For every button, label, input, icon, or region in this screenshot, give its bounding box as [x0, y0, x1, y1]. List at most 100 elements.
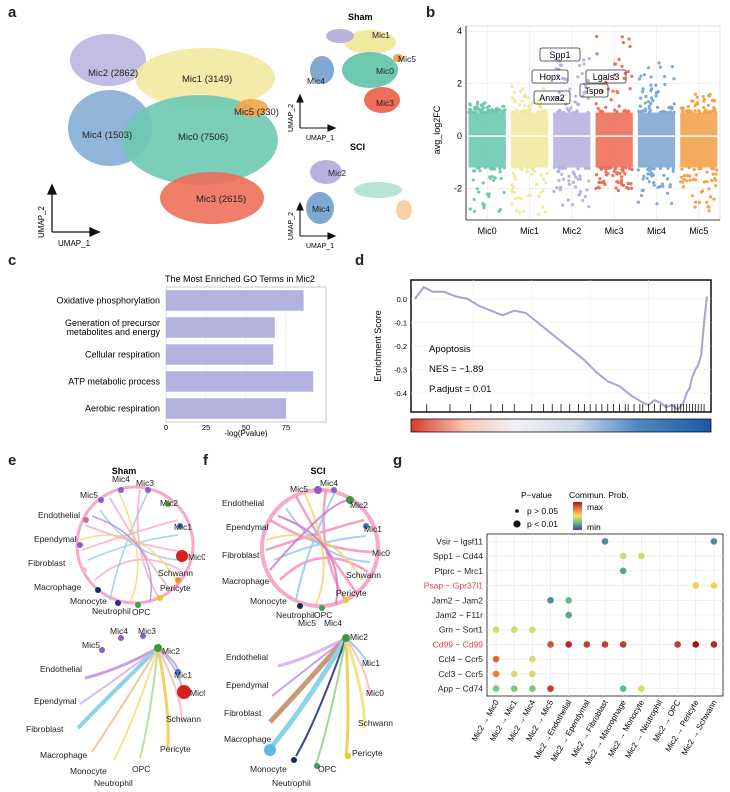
chart-b-point: [615, 179, 619, 184]
chart-b-point: [567, 182, 571, 186]
chart-b-point: [582, 62, 586, 66]
chart-b-point: [691, 177, 695, 182]
chart-g-row-label: Jam2 − F11r: [436, 610, 483, 620]
chart-g-dot: [492, 685, 500, 692]
chart-b-point: [695, 95, 699, 99]
chart-b-point: [654, 83, 658, 87]
chart-b-point: [561, 110, 566, 115]
chart-b-point: [531, 169, 536, 173]
chart-b-point: [626, 181, 630, 185]
chart-b-point: [545, 171, 549, 176]
gene-annot-hopx: Hopx: [539, 72, 561, 82]
chart-b-point: [556, 169, 560, 174]
sci-node-mic0: Mic0: [372, 548, 390, 558]
chart-b-point: [705, 170, 709, 174]
chart-b-point: [646, 100, 650, 104]
chart-g-dot: [565, 611, 572, 619]
chart-g-dot: [547, 596, 554, 604]
panel-e-title: Sham: [112, 466, 137, 476]
sham-fan-macrophage: Macrophage: [40, 750, 88, 760]
umap-sham-xlabel: UMAP_1: [306, 135, 334, 142]
chart-b-point: [482, 106, 486, 110]
chart-b-point: [595, 34, 599, 39]
chart-b-point: [560, 76, 564, 80]
chart-b-point: [557, 90, 561, 95]
chart-b-point: [485, 110, 490, 114]
sham-node-opc: OPC: [132, 607, 150, 617]
sham-node-ependymal: Ependymal: [34, 534, 77, 544]
chart-b-point: [541, 205, 545, 209]
chart-b-log2fc: Mic0 Mic1 Mic2 Mic3 Mic4 Mic5 -2 0 2 4 avg_log2FC…: [432, 25, 721, 236]
chart-b-point: [543, 108, 547, 112]
chart-b-point: [536, 194, 541, 198]
sci-node-opc: OPC: [314, 610, 332, 620]
chart-b-point: [518, 210, 522, 214]
umap-sci-xlabel: UMAP_1: [306, 243, 334, 250]
chart-b-point: [485, 192, 489, 196]
chart-d-ytick-label: -0.2: [394, 342, 407, 351]
chart-b-point: [649, 87, 654, 91]
chart-b-point: [475, 102, 480, 106]
chart-b-point: [541, 188, 545, 193]
sci-fan-ependymal: Ependymal: [226, 680, 269, 690]
chart-b-point: [662, 173, 666, 177]
chart-b-point: [658, 184, 662, 189]
chart-b-point: [649, 83, 653, 87]
chart-b-point: [699, 190, 704, 194]
chart-b-point: [557, 67, 561, 71]
sci-fan-pericyte: Pericyte: [352, 748, 383, 758]
gene-annot-lgals3: Lgals3: [593, 72, 620, 82]
chart-b-point: [626, 69, 630, 74]
chart-b-point: [556, 74, 560, 78]
chart-b-point: [697, 167, 701, 171]
chart-b-point: [639, 96, 643, 100]
chart-b-point: [658, 65, 663, 69]
sham-node-monocyte: Monocyte: [70, 596, 107, 606]
go-term-bar: [166, 344, 274, 365]
sham-fan-pericyte: Pericyte: [160, 744, 191, 754]
chart-g-row-label: Cd99 − Cd99: [433, 639, 484, 649]
chart-b-point: [511, 189, 515, 194]
chart-b-point: [497, 209, 501, 213]
chart-b-point: [511, 185, 515, 189]
chart-b-point: [680, 175, 684, 179]
chart-c-xtick-label: 75: [282, 423, 290, 432]
chart-b-point: [682, 177, 686, 182]
chart-b-point: [627, 37, 631, 41]
chart-b-point: [525, 170, 529, 174]
chart-b-point: [681, 185, 686, 189]
chart-b-point: [538, 105, 542, 109]
chart-b-point: [490, 107, 494, 112]
sci-node-mic5: Mic5: [290, 484, 308, 494]
legend-p-item-1: p > 0.05: [527, 506, 558, 516]
chart-b-point: [628, 44, 632, 49]
chart-g-row-label: Ptprc − Mrc1: [435, 566, 484, 576]
chart-b-point: [623, 108, 627, 113]
chart-b-point: [535, 100, 539, 105]
chart-b-point: [641, 87, 645, 91]
umap-sham-axes: [296, 93, 337, 132]
chart-b-point: [693, 205, 697, 209]
chart-b-point: [651, 99, 655, 103]
sham-fan-ependymal: Ependymal: [34, 696, 77, 706]
chart-b-point: [620, 64, 624, 68]
chart-b-point: [649, 101, 653, 106]
chart-g-dot: [601, 641, 609, 648]
sham-node-mic0: Mic0: [188, 552, 205, 562]
chart-g-dot: [547, 641, 554, 648]
sham-node-mic4: Mic4: [112, 474, 130, 484]
chart-g-row-label: App − Cd74: [438, 684, 483, 694]
chart-b-point: [680, 167, 684, 171]
chart-b-point: [620, 35, 624, 39]
chart-b-points: [467, 34, 719, 216]
chart-b-point: [552, 189, 556, 193]
chart-b-point: [648, 108, 652, 113]
chart-b-point: [570, 202, 574, 207]
sham-node-endothelial: Endothelial: [38, 510, 80, 520]
sham-fan-endothelial: Endothelial: [40, 664, 82, 674]
chart-b-point: [665, 110, 669, 115]
chart-b-point: [492, 178, 496, 182]
chart-b-point: [494, 109, 498, 113]
chart-b-point: [691, 99, 695, 103]
chart-b-point: [630, 74, 634, 78]
